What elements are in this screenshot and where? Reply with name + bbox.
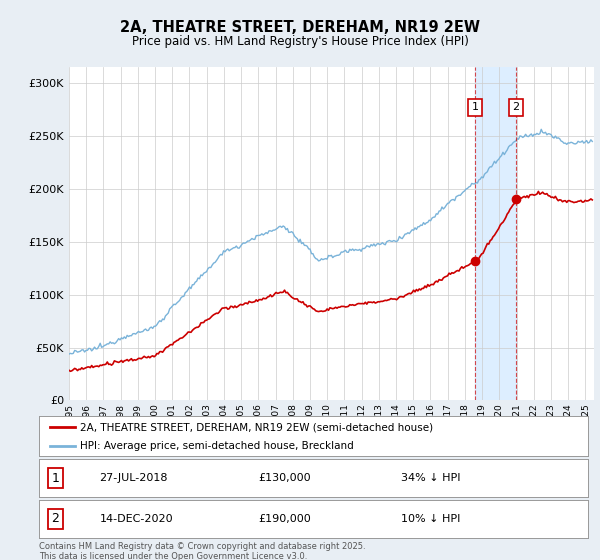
Text: 34% ↓ HPI: 34% ↓ HPI <box>401 473 461 483</box>
Text: 1: 1 <box>472 102 478 112</box>
Text: Contains HM Land Registry data © Crown copyright and database right 2025.
This d: Contains HM Land Registry data © Crown c… <box>39 542 365 560</box>
Text: 2: 2 <box>512 102 520 112</box>
Text: 10% ↓ HPI: 10% ↓ HPI <box>401 514 461 524</box>
Text: 14-DEC-2020: 14-DEC-2020 <box>100 514 173 524</box>
Text: 27-JUL-2018: 27-JUL-2018 <box>100 473 168 483</box>
Text: 1: 1 <box>52 472 59 485</box>
Text: £130,000: £130,000 <box>259 473 311 483</box>
Text: 2: 2 <box>52 512 59 525</box>
Text: HPI: Average price, semi-detached house, Breckland: HPI: Average price, semi-detached house,… <box>80 441 354 451</box>
Text: 2A, THEATRE STREET, DEREHAM, NR19 2EW: 2A, THEATRE STREET, DEREHAM, NR19 2EW <box>120 20 480 35</box>
Text: Price paid vs. HM Land Registry's House Price Index (HPI): Price paid vs. HM Land Registry's House … <box>131 35 469 48</box>
Text: 2A, THEATRE STREET, DEREHAM, NR19 2EW (semi-detached house): 2A, THEATRE STREET, DEREHAM, NR19 2EW (s… <box>80 422 433 432</box>
Text: £190,000: £190,000 <box>259 514 311 524</box>
Bar <box>475 67 516 400</box>
